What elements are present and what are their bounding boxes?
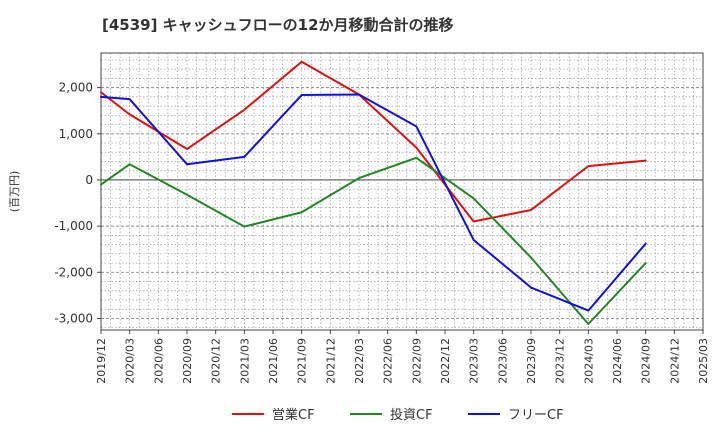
x-tick-label: 2019/12 [95, 338, 108, 384]
x-tick-label: 2022/06 [382, 338, 395, 384]
plot-frame [100, 52, 704, 331]
y-tick-label: -3,000 [54, 311, 93, 325]
x-tick-label: 2020/06 [152, 338, 165, 384]
x-tick-label: 2020/12 [210, 338, 223, 384]
x-tick-label: 2021/09 [296, 338, 309, 384]
x-tick-label: 2021/03 [238, 338, 251, 384]
x-tick-label: 2020/09 [181, 338, 194, 384]
x-tick-label: 2022/03 [353, 338, 366, 384]
y-tick-label: 0 [85, 173, 93, 187]
axis-layer: 2,000 1,000 0 -1,000 -2,000 -3,000 (百万円) 2019/1… [8, 52, 710, 384]
y-tick-label: -1,000 [54, 219, 93, 233]
x-tick-label: 2023/06 [496, 338, 509, 384]
legend-label: 投資CF [390, 407, 433, 423]
grid-layer [100, 53, 704, 330]
x-tick-label: 2020/03 [124, 338, 137, 384]
x-tick-label: 2022/09 [410, 338, 423, 384]
x-tick-label: 2022/12 [439, 338, 452, 384]
x-tick-label: 2023/12 [554, 338, 567, 384]
legend-label: 営業CF [272, 407, 315, 423]
y-tick-label: 1,000 [59, 127, 93, 141]
series-line-free-cf [100, 93, 647, 312]
y-tick-label: -2,000 [54, 265, 93, 279]
chart-title: [4539] キャッシュフローの12か月移動合計の推移 [102, 16, 454, 34]
series-line-investing-cf [100, 156, 647, 325]
series-layer [100, 60, 647, 325]
x-tick-label: 2024/12 [668, 338, 681, 384]
x-tick-label: 2024/06 [611, 338, 624, 384]
plot-background [101, 53, 703, 330]
y-tick-label: 2,000 [59, 81, 93, 95]
x-tick-label: 2021/06 [267, 338, 280, 384]
x-tick-label: 2024/03 [582, 338, 595, 384]
x-tick-label: 2023/03 [468, 338, 481, 384]
x-tick-label: 2021/12 [324, 338, 337, 384]
x-tick-label: 2023/09 [525, 338, 538, 384]
legend-label: フリーCF [508, 408, 564, 423]
y-axis-label: (百万円) [8, 171, 21, 213]
x-tick-label: 2025/03 [697, 338, 710, 384]
x-tick-label: 2024/09 [640, 338, 653, 384]
legend: 営業CF 投資CF フリーCF [232, 407, 564, 423]
